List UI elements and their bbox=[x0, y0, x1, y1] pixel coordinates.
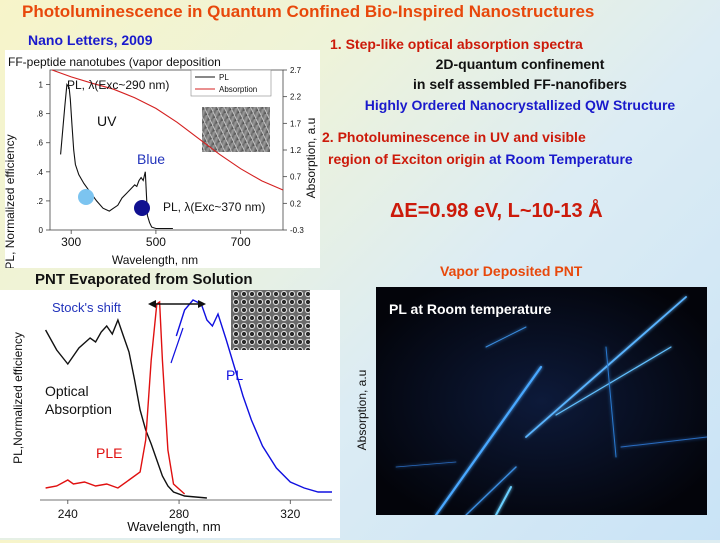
bottom-xlabel: Wavelength, nm bbox=[127, 519, 220, 534]
top-ytick-label: .6 bbox=[36, 139, 43, 148]
top-y2tick-label: 1.2 bbox=[290, 146, 302, 155]
stokes-shift-arrow bbox=[148, 300, 206, 308]
top-xtick-label: 700 bbox=[231, 235, 251, 249]
line-qw-structure: Highly Ordered Nanocrystallized QW Struc… bbox=[364, 97, 676, 113]
annot-pl-blue: PL, λ(Exc~370 nm) bbox=[163, 200, 265, 214]
legend-pl: PL bbox=[219, 73, 229, 82]
annot-pl-uv: PL, λ(Exc~290 nm) bbox=[67, 78, 169, 92]
top-xtick-label: 500 bbox=[146, 235, 166, 249]
top-ylabel-left: PL, Normalized efficiency bbox=[5, 134, 17, 268]
bottom-xtick-label: 320 bbox=[280, 507, 300, 521]
top-ytick-label: .2 bbox=[36, 197, 43, 206]
room-temperature-text: at Room Temperature bbox=[489, 151, 633, 167]
legend-absorption: Absorption bbox=[219, 85, 257, 94]
top-series-pl-line bbox=[60, 83, 173, 230]
top-ylabel-right: Absorption, a.u bbox=[304, 118, 318, 199]
bottom-chart-caption: PNT Evaporated from Solution bbox=[35, 271, 253, 288]
top-chart-panel: FF-peptide nanotubes (vapor deposition 0… bbox=[3, 50, 320, 270]
bottom-xtick-label: 240 bbox=[58, 507, 78, 521]
annot-pl: PL bbox=[226, 367, 243, 383]
energy-equation: ΔE=0.98 eV, L~10-13 Å bbox=[390, 200, 603, 222]
photo-label: PL at Room temperature bbox=[389, 301, 552, 317]
top-ytick-label: 1 bbox=[39, 81, 44, 90]
top-xlabel: Wavelength, nm bbox=[112, 253, 198, 267]
item-2: 2. Photoluminescence in UV and visible bbox=[322, 129, 586, 145]
item-1: 1. Step-like optical absorption spectra bbox=[330, 36, 583, 52]
top-series-absorption-line bbox=[51, 69, 284, 191]
top-xtick-label: 300 bbox=[61, 235, 81, 249]
top-y2tick-label: 0.7 bbox=[290, 173, 302, 182]
slide-title: Photoluminescence in Quantum Confined Bi… bbox=[22, 2, 595, 21]
bottom-chart-panel: 240 280 320 Stock's shift Optical Absorpti… bbox=[0, 290, 340, 538]
annot-optical: Optical bbox=[45, 383, 89, 399]
annot-absorption: Absorption bbox=[45, 401, 112, 417]
top-chart: FF-peptide nanotubes (vapor deposition 0… bbox=[3, 55, 318, 270]
top-sem-inset bbox=[202, 107, 270, 152]
top-y2tick-label: -0.3 bbox=[290, 226, 304, 235]
blue-dot-marker bbox=[134, 200, 150, 216]
bottom-chart: 240 280 320 Stock's shift Optical Absorpti… bbox=[11, 290, 332, 534]
pl-photo: PL at Room temperature bbox=[376, 287, 707, 515]
line-self-assembled: in self assembled FF-nanofibers bbox=[413, 76, 627, 92]
bottom-series-optical-absorption-line bbox=[44, 317, 207, 499]
line-2d-confinement: 2D-quantum confinement bbox=[435, 56, 605, 72]
bottom-ylabel-right-wrap: Absorption, a.u bbox=[355, 360, 369, 460]
item-2-line-2: region of Exciton origin at Room Tempera… bbox=[328, 151, 633, 167]
photo-heading: Vapor Deposited PNT bbox=[440, 263, 583, 279]
top-y2tick-label: 1.7 bbox=[290, 119, 302, 128]
bottom-xtick-label: 280 bbox=[169, 507, 189, 521]
annot-blue: Blue bbox=[137, 151, 165, 167]
uv-dot-marker bbox=[78, 189, 94, 205]
top-y2tick-label: 2.7 bbox=[290, 66, 302, 75]
top-y2tick-label: 2.2 bbox=[290, 93, 302, 102]
pl-pointer-line bbox=[170, 327, 184, 364]
citation: Nano Letters, 2009 bbox=[28, 32, 153, 48]
bottom-sem-inset bbox=[231, 290, 310, 350]
top-ytick-label: .4 bbox=[36, 168, 43, 177]
top-legend: PL Absorption bbox=[190, 69, 272, 97]
fiber-photo-art: PL at Room temperature bbox=[376, 287, 707, 515]
bottom-ylabel-left: PL,Normalized efficiency bbox=[11, 332, 25, 464]
bottom-series-ple-line bbox=[45, 300, 186, 495]
top-chart-caption: FF-peptide nanotubes (vapor deposition bbox=[8, 55, 221, 69]
annot-uv: UV bbox=[97, 113, 117, 129]
top-ytick-label: .8 bbox=[36, 110, 43, 119]
annot-ple: PLE bbox=[96, 445, 122, 461]
exciton-origin-text: region of Exciton origin bbox=[328, 151, 486, 167]
top-y2tick-label: 0.2 bbox=[290, 199, 302, 208]
bottom-ylabel-right: Absorption, a.u bbox=[355, 370, 369, 451]
annot-stokes-shift: Stock's shift bbox=[52, 300, 121, 315]
top-ytick-label: 0 bbox=[39, 226, 44, 235]
